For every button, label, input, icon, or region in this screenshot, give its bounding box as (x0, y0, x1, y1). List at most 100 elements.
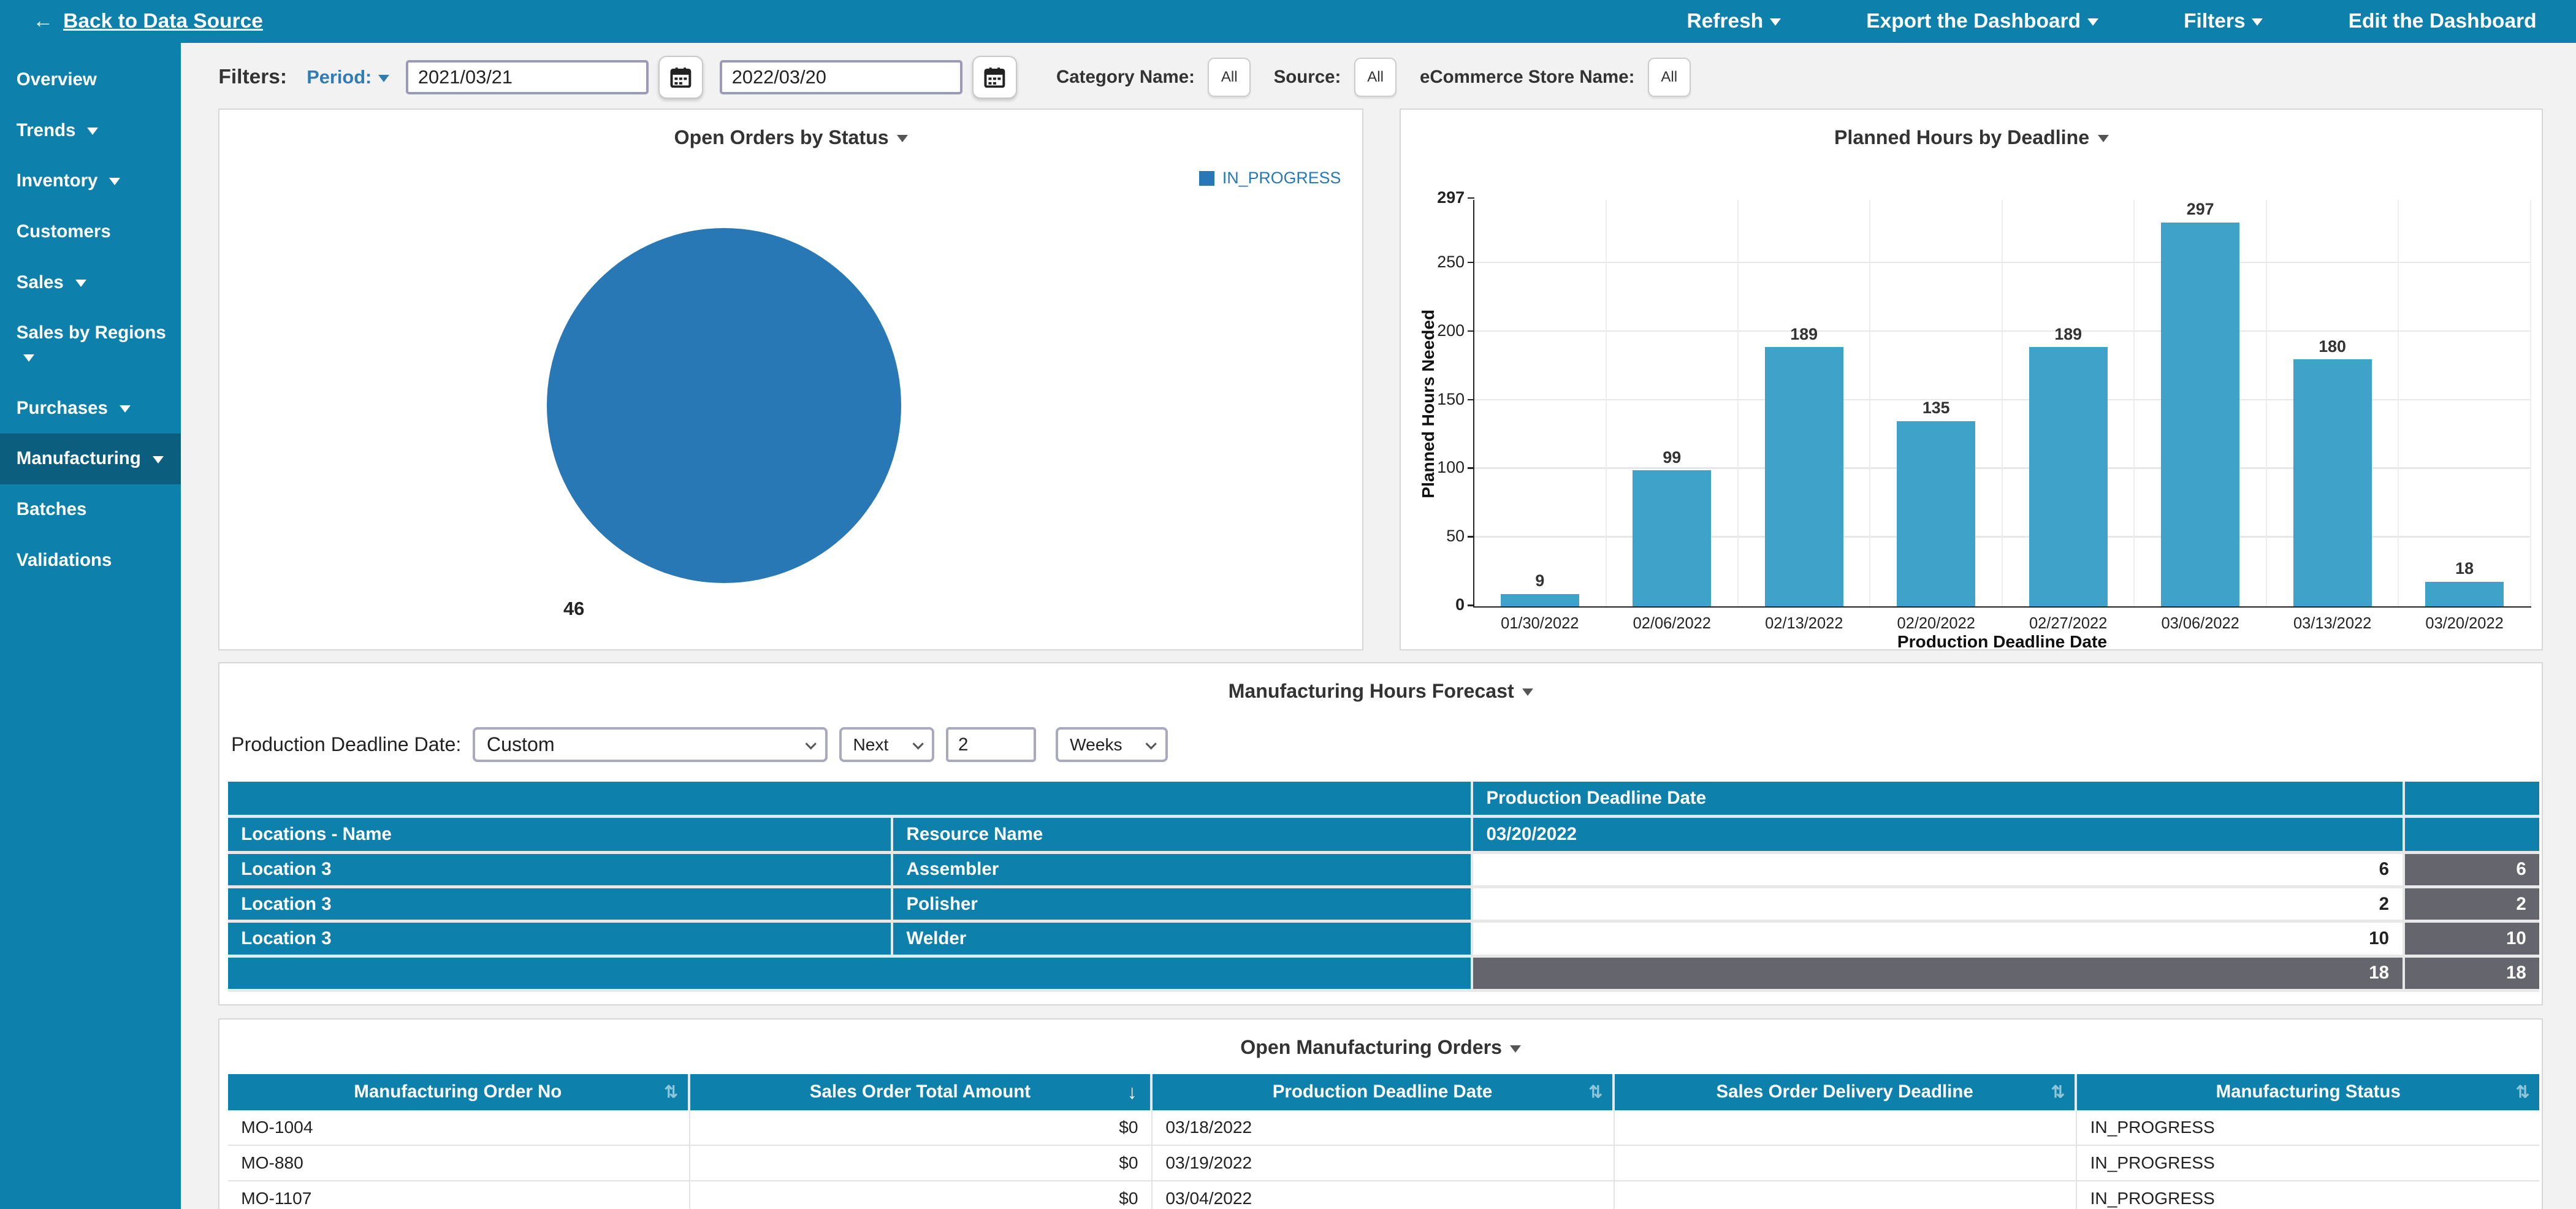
count-input[interactable] (945, 727, 1037, 762)
bar[interactable] (2161, 222, 2240, 606)
deadline-date-cell: 03/18/2022 (1153, 1110, 1615, 1145)
bar[interactable] (2029, 346, 2108, 606)
bar-value-label: 9 (1535, 571, 1545, 590)
period-select[interactable]: Custom (473, 727, 828, 762)
sidebar-item-trends[interactable]: Trends (0, 105, 181, 156)
date-from-input[interactable] (405, 59, 649, 95)
sidebar-item-manufacturing[interactable]: Manufacturing (0, 433, 181, 484)
chevron-down-icon (1145, 738, 1157, 750)
x-tick-label: 03/13/2022 (2293, 614, 2372, 632)
col-header-production-deadline-date[interactable]: Production Deadline Date ⇅ (1152, 1074, 1615, 1110)
col-header-sales-order-total-amount[interactable]: Sales Order Total Amount ↓ (690, 1074, 1153, 1110)
sidebar-item-validations[interactable]: Validations (16, 549, 112, 570)
open-manufacturing-orders-panel: Open Manufacturing Orders Manufacturing … (218, 1018, 2544, 1209)
sidebar-item-overview[interactable]: Overview (16, 69, 97, 90)
back-to-data-source-link[interactable]: ← Back to Data Source (33, 10, 263, 33)
y-tick-mark (1468, 604, 1475, 606)
location-cell: Location 3 (227, 923, 894, 958)
sidebar-item-inventory[interactable]: Inventory (0, 156, 181, 207)
bar[interactable] (1764, 346, 1843, 606)
status-cell: IN_PROGRESS (2090, 1189, 2215, 1208)
filters-menu[interactable]: Filters (2184, 10, 2263, 33)
grand-total-cell: 18 (2404, 957, 2540, 992)
order-no-cell: MO-880 (228, 1146, 690, 1181)
legend-label: IN_PROGRESS (1222, 169, 1341, 188)
chevron-down-icon (1510, 1045, 1522, 1054)
store-all-button[interactable]: All (1647, 57, 1691, 97)
row-total-cell: 6 (2404, 853, 2540, 889)
col-header-manufacturing-status[interactable]: Manufacturing Status ⇅ (2077, 1074, 2540, 1110)
store-name-label: eCommerce Store Name: (1419, 66, 1635, 87)
unit-select[interactable]: Weeks (1056, 727, 1168, 762)
total-spacer-cell (227, 957, 1474, 992)
bar-value-label: 99 (1663, 448, 1682, 467)
resource-cell: Welder (893, 923, 1474, 958)
col-header-sales-order-delivery-deadline[interactable]: Sales Order Delivery Deadline ⇅ (1615, 1074, 2078, 1110)
bar-plot: 9 01/30/2022 99 02/06/2022 189 02/13/2022 1… (1437, 188, 2531, 632)
sort-icon: ⇅ (2051, 1082, 2065, 1101)
order-row: MO-1107 $0 03/04/2022 IN_PROGRESS (227, 1181, 2540, 1209)
sidebar-item-purchases[interactable]: Purchases (0, 383, 181, 433)
order-no-cell: MO-1004 (228, 1110, 690, 1145)
bar[interactable] (1500, 593, 1579, 606)
total-amount-cell: $0 (690, 1181, 1153, 1209)
category-all-button[interactable]: All (1208, 57, 1251, 97)
source-all-button[interactable]: All (1354, 57, 1397, 97)
status-cell: IN_PROGRESS (2090, 1117, 2215, 1137)
empty-group-cell (2404, 781, 2540, 818)
gridline (1474, 467, 2531, 470)
chevron-down-icon (1769, 18, 1781, 27)
pie-slice-in-progress[interactable] (546, 227, 902, 583)
calendar-button-from[interactable] (658, 56, 703, 99)
back-link-label: Back to Data Source (63, 9, 263, 32)
bar-column: 189 02/27/2022 (2003, 200, 2135, 632)
gridline (1474, 399, 2531, 401)
bar[interactable] (2293, 359, 2372, 606)
pie-value-label: 46 (563, 597, 585, 619)
sidebar-item-customers[interactable]: Customers (16, 221, 111, 242)
resource-cell: Polisher (893, 888, 1474, 923)
bar[interactable] (1633, 470, 1712, 606)
sidebar-item-batches[interactable]: Batches (16, 499, 87, 520)
open-orders-by-status-panel: Open Orders by Status IN_PROGRESS 46 (218, 108, 1364, 651)
pie-panel-title[interactable]: Open Orders by Status (219, 126, 1362, 149)
bar-column: 297 03/06/2022 (2135, 200, 2267, 632)
total-amount-cell: $0 (690, 1146, 1153, 1181)
filters-bar: Filters: Period: Category Name: All Sour… (218, 46, 2543, 109)
hours-cell: 2 (1473, 888, 2405, 923)
date-header[interactable]: 03/20/2022 (1473, 817, 2405, 854)
sidebar-item-sales[interactable]: Sales (0, 257, 181, 308)
chevron-down-icon (75, 279, 86, 288)
bar-column: 180 03/13/2022 (2267, 200, 2399, 632)
bar-value-label: 18 (2455, 559, 2474, 578)
y-tick-mark (1468, 467, 1475, 470)
empty-header-cell (2404, 817, 2540, 854)
chevron-down-icon (23, 354, 34, 363)
refresh-menu[interactable]: Refresh (1686, 10, 1781, 33)
locations-name-header[interactable]: Locations - Name (227, 817, 894, 854)
top-bar: ← Back to Data Source Refresh Export the… (0, 0, 2576, 43)
calendar-icon (984, 67, 1005, 88)
period-dropdown[interactable]: Period: (307, 66, 389, 88)
bar[interactable] (2425, 581, 2504, 606)
col-header-manufacturing-order-no[interactable]: Manufacturing Order No ⇅ (227, 1074, 690, 1110)
legend-item-in-progress[interactable]: IN_PROGRESS (1199, 169, 1341, 188)
bar[interactable] (1897, 421, 1976, 606)
orders-panel-title[interactable]: Open Manufacturing Orders (219, 1036, 2542, 1059)
calendar-button-to[interactable] (972, 56, 1017, 99)
sort-icon: ⇅ (2515, 1082, 2530, 1101)
forecast-panel-title[interactable]: Manufacturing Hours Forecast (219, 680, 2542, 703)
export-dashboard-menu[interactable]: Export the Dashboard (1866, 10, 2098, 33)
edit-dashboard-menu[interactable]: Edit the Dashboard (2348, 9, 2537, 32)
sidebar-item-sales-by-regions[interactable]: Sales by Regions (0, 308, 181, 383)
x-tick-label: 03/06/2022 (2161, 614, 2239, 632)
x-tick-label: 03/20/2022 (2425, 614, 2504, 632)
planned-hours-by-deadline-panel: Planned Hours by Deadline Planned Hours … (1400, 108, 2544, 651)
chevron-down-icon (87, 127, 99, 136)
resource-name-header[interactable]: Resource Name (893, 817, 1474, 854)
date-to-input[interactable] (719, 59, 963, 95)
forecast-row: Location 3 Polisher 2 2 (227, 888, 2540, 923)
direction-select[interactable]: Next (839, 727, 935, 762)
bar-panel-title[interactable]: Planned Hours by Deadline (1401, 126, 2542, 149)
gridline (1474, 536, 2531, 538)
